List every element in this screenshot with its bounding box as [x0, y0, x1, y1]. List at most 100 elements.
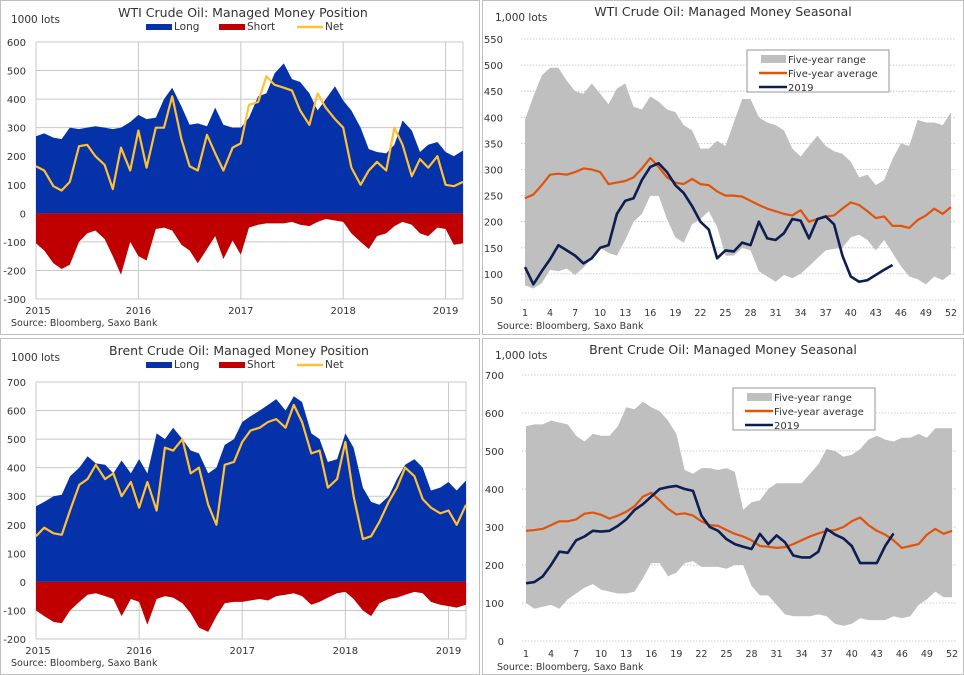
brent-position-panel: Brent Crude Oil: Managed Money Position 1… — [0, 338, 480, 675]
x-tick-label: 52 — [946, 649, 958, 660]
x-tick-label: 4 — [548, 649, 554, 660]
y-tick-label: 600 — [7, 38, 26, 49]
x-tick-label: 10 — [594, 308, 606, 319]
y-tick-label: 100 — [484, 270, 503, 281]
legend-label-short: Short — [247, 21, 275, 33]
x-tick-label: 19 — [670, 649, 682, 660]
x-tick-label: 2019 — [433, 306, 458, 317]
x-tick-label: 2017 — [230, 646, 255, 657]
y-tick-label: 700 — [7, 378, 26, 389]
x-tick-label: 13 — [620, 649, 632, 660]
short-area — [36, 213, 463, 275]
wti-position-panel: WTI Crude Oil: Managed Money Position 100… — [0, 0, 480, 335]
legend-label-net: Net — [325, 21, 343, 33]
source-note: Source: Bloomberg, Saxo Bank — [11, 318, 158, 329]
x-tick-label: 43 — [871, 649, 883, 660]
x-tick-label: 31 — [770, 308, 782, 319]
legend: Long Short Net — [146, 21, 343, 33]
x-tick-label: 43 — [870, 308, 882, 319]
x-tick-label: 2016 — [126, 306, 151, 317]
x-tick-label: 22 — [695, 649, 707, 660]
y-tick-label: 100 — [7, 549, 26, 560]
five-year-average-line — [525, 491, 953, 549]
legend-label-range: Five-year range — [788, 55, 866, 66]
chart-title: Brent Crude Oil: Managed Money Position — [109, 343, 369, 358]
y-tick-label: 300 — [485, 523, 504, 534]
x-tick-label: 40 — [845, 308, 857, 319]
y-tick-label: 450 — [484, 87, 503, 98]
y-tick-label: 100 — [485, 599, 504, 610]
y-tick-label: 0 — [20, 209, 26, 220]
x-tick-label: 46 — [895, 308, 907, 319]
y-tick-label: -100 — [3, 238, 26, 249]
y-tick-label: 0 — [20, 578, 26, 589]
legend-label-long: Long — [174, 359, 199, 371]
x-tick-label: 2019 — [436, 646, 461, 657]
y-tick-label: 200 — [484, 218, 503, 229]
x-tick-label: 25 — [720, 649, 732, 660]
legend-swatch-short — [219, 24, 245, 30]
source-note: Source: Bloomberg, Saxo Bank — [497, 662, 644, 673]
x-tick-label: 37 — [820, 308, 832, 319]
legend-label-average: Five-year average — [788, 69, 878, 80]
legend-swatch-range — [747, 393, 772, 401]
y-tick-label: 400 — [7, 464, 26, 475]
x-tick-label: 16 — [644, 308, 656, 319]
y-tick-label: -200 — [3, 635, 26, 646]
x-tick-label: 46 — [896, 649, 908, 660]
y-tick-label: 700 — [485, 371, 504, 382]
legend-swatch-range — [761, 55, 786, 63]
legend-label-long: Long — [174, 21, 199, 33]
y-tick-label: 300 — [7, 124, 26, 135]
x-tick-label: 37 — [821, 649, 833, 660]
y-tick-label: 0 — [498, 637, 504, 648]
legend-label-average: Five-year average — [774, 407, 864, 418]
y-tick-label: 50 — [490, 296, 503, 307]
brent-seasonal-panel: Brent Crude Oil: Managed Money Seasonal 1… — [482, 338, 964, 675]
y-tick-label: 500 — [7, 435, 26, 446]
x-tick-label: 22 — [694, 308, 706, 319]
long-area — [36, 396, 466, 582]
legend-swatch-long — [146, 362, 172, 368]
x-tick-label: 49 — [920, 308, 932, 319]
x-tick-label: 4 — [547, 308, 553, 319]
source-note: Source: Bloomberg, Saxo Bank — [497, 321, 644, 332]
y-tick-label: 500 — [7, 67, 26, 78]
y-tick-label: 300 — [7, 492, 26, 503]
five-year-range-area — [526, 401, 952, 626]
x-tick-label: 16 — [645, 649, 657, 660]
y-tick-label: 600 — [7, 407, 26, 418]
legend: Five-year range Five-year average 2019 — [746, 49, 890, 94]
x-tick-label: 52 — [945, 308, 957, 319]
chart-title: Brent Crude Oil: Managed Money Seasonal — [589, 342, 857, 357]
x-tick-label: 49 — [921, 649, 933, 660]
legend: Long Short Net — [146, 359, 343, 371]
y-tick-label: -300 — [3, 295, 26, 306]
legend-label-current: 2019 — [788, 83, 813, 94]
wti-position-chart: WTI Crude Oil: Managed Money Position 100… — [3, 5, 464, 329]
brent-seasonal-chart: Brent Crude Oil: Managed Money Seasonal 1… — [485, 342, 958, 673]
y-tick-label: 500 — [484, 61, 503, 72]
x-tick-label: 28 — [745, 649, 757, 660]
y-tick-label: 100 — [7, 181, 26, 192]
y-tick-label: 200 — [7, 521, 26, 532]
short-area — [36, 581, 466, 632]
x-tick-label: 2015 — [25, 306, 50, 317]
legend-label-range: Five-year range — [774, 393, 852, 404]
source-note: Source: Bloomberg, Saxo Bank — [11, 658, 158, 669]
wti-seasonal-chart: WTI Crude Oil: Managed Money Seasonal 1,0… — [484, 4, 957, 332]
x-tick-label: 2017 — [228, 306, 253, 317]
y-tick-label: -200 — [3, 266, 26, 277]
y-tick-label: 600 — [485, 409, 504, 420]
chart-title: WTI Crude Oil: Managed Money Position — [118, 5, 368, 20]
x-tick-label: 28 — [744, 308, 756, 319]
five-year-range-area — [525, 67, 951, 289]
y-tick-label: 400 — [484, 113, 503, 124]
y-tick-label: 300 — [484, 166, 503, 177]
x-tick-label: 2018 — [330, 306, 355, 317]
x-tick-label: 2016 — [126, 646, 151, 657]
x-tick-label: 13 — [619, 308, 631, 319]
y-axis-label: 1,000 lots — [495, 350, 547, 362]
x-tick-label: 34 — [795, 308, 807, 319]
x-tick-label: 31 — [771, 649, 783, 660]
